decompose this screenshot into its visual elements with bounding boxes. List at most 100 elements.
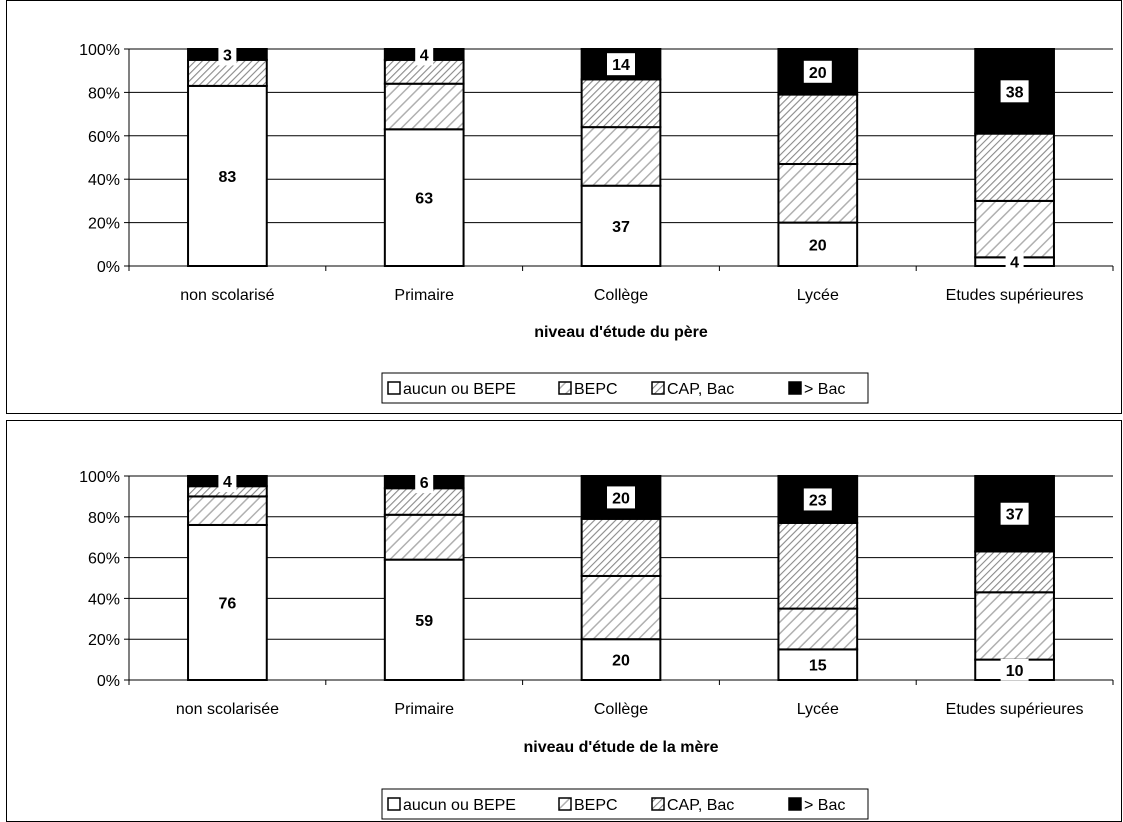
bar-segment-bepc (974, 199, 1055, 259)
y-tick-label: 0% (97, 259, 120, 276)
bar-segment-bepc (383, 82, 465, 131)
legend-swatch-cap-bac (651, 381, 665, 395)
bar-segment-cap-bac (974, 550, 1055, 594)
bar-segment-aucun-ou-bepe (580, 638, 662, 681)
data-label: 63 (415, 191, 433, 208)
bar-segment-bepc (383, 513, 465, 561)
legend-swatch-bepc (558, 797, 572, 811)
chart-panel-father: 0% 20% 40% 60% 80% 100% 83 3 non scolarisé 63 4 Pri… (6, 0, 1122, 414)
legend-label-cap-bac: CAP, Bac (667, 381, 734, 398)
legend-label-sup-bac: > Bac (804, 797, 845, 814)
bar-segment-sup-bac (777, 475, 859, 524)
legend-swatch-cap-bac (651, 797, 665, 811)
data-label-box (218, 470, 237, 493)
legend-swatch-sup-bac (788, 797, 802, 811)
data-label: 83 (219, 169, 237, 186)
bar-segment-bepc (777, 607, 859, 651)
x-category-label: Lycée (797, 701, 839, 718)
bar-segment-bepc (974, 591, 1055, 661)
data-label: 6 (420, 475, 429, 492)
data-label: 23 (809, 492, 827, 509)
bar-segment-bepc (580, 126, 662, 187)
bar-segment-bepc (580, 574, 662, 641)
legend: aucun ou BEPE BEPC CAP, Bac > Bac (381, 788, 869, 820)
y-tick-label: 100% (79, 469, 120, 486)
data-label: 20 (612, 490, 630, 507)
x-axis-title: niveau d'étude de la mère (524, 739, 719, 756)
bar-segment-cap-bac (777, 93, 859, 166)
data-label-box (803, 60, 832, 83)
y-tick-label: 0% (97, 673, 120, 690)
bar-segment-bepc (777, 163, 859, 224)
legend-box (381, 372, 869, 404)
y-tick-label: 80% (88, 85, 120, 102)
data-label: 20 (809, 65, 827, 82)
data-label-box (1000, 80, 1029, 103)
data-label: 14 (612, 57, 630, 74)
x-category-label: Etudes supérieures (946, 287, 1084, 304)
bar-segment-cap-bac (580, 78, 662, 129)
x-category-label: Etudes supérieures (946, 701, 1084, 718)
legend-swatch-sup-bac (788, 381, 802, 395)
legend-box (381, 788, 869, 820)
y-tick-label: 20% (88, 216, 120, 233)
data-label: 38 (1006, 84, 1024, 101)
y-tick-label: 40% (88, 591, 120, 608)
bar-segment-cap-bac (580, 517, 662, 577)
y-tick-label: 80% (88, 510, 120, 527)
data-label-box (213, 164, 242, 187)
data-label-box (1000, 658, 1029, 681)
data-label: 20 (809, 237, 827, 254)
chart-panel-mother: 0% 20% 40% 60% 80% 100% 76 4 non scolarisée 59 6 Pr… (6, 420, 1122, 822)
legend-swatch-aucun-ou-bepe (387, 797, 401, 811)
data-label: 76 (219, 595, 237, 612)
data-label-box (607, 648, 635, 671)
data-label-box (607, 53, 635, 76)
data-label-box (803, 233, 832, 256)
y-tick-label: 20% (88, 632, 120, 649)
x-category-label: Collège (594, 701, 648, 718)
x-category-label: Lycée (797, 287, 839, 304)
y-tick-label: 60% (88, 129, 120, 146)
legend-swatch-bepc (558, 381, 572, 395)
legend-label-bepc: BEPC (574, 381, 618, 398)
chart-father-education: 0% 20% 40% 60% 80% 100% 83 3 non scolarisé 63 4 Pri… (79, 42, 1114, 404)
x-category-label: Collège (594, 287, 648, 304)
legend-label-sup-bac: > Bac (804, 381, 845, 398)
legend-label-bepc: BEPC (574, 797, 618, 814)
data-label: 37 (612, 219, 630, 236)
data-label-box (607, 486, 635, 509)
y-tick-label: 100% (79, 42, 120, 59)
x-category-label: non scolarisé (180, 287, 274, 304)
data-label: 4 (1010, 255, 1019, 272)
data-label-box (410, 608, 439, 631)
x-category-label: Primaire (394, 287, 454, 304)
data-label-box (415, 43, 434, 66)
data-label: 4 (223, 474, 232, 491)
data-label-box (410, 186, 439, 209)
legend-label-aucun-ou-bepe: aucun ou BEPE (403, 797, 516, 814)
data-label: 59 (415, 613, 433, 630)
data-label-box (803, 488, 832, 511)
data-label: 20 (612, 653, 630, 670)
data-label-box (1005, 250, 1024, 273)
data-label: 10 (1006, 663, 1024, 680)
data-label-box (218, 43, 237, 66)
data-label-box (607, 214, 635, 237)
data-label-box (213, 591, 242, 614)
legend-label-aucun-ou-bepe: aucun ou BEPE (403, 381, 516, 398)
data-label: 37 (1006, 507, 1024, 524)
data-label-box (803, 653, 832, 676)
data-label: 3 (223, 47, 232, 64)
legend: aucun ou BEPE BEPC CAP, Bac > Bac (381, 372, 869, 404)
bar-segment-cap-bac (777, 521, 859, 610)
data-label-box (415, 471, 434, 494)
data-label: 15 (809, 658, 827, 675)
data-label: 4 (420, 47, 429, 64)
bar-segment-bepc (187, 495, 268, 526)
x-category-label: non scolarisée (176, 701, 279, 718)
y-tick-label: 40% (88, 172, 120, 189)
bar-segment-cap-bac (974, 132, 1055, 202)
x-category-label: Primaire (394, 701, 454, 718)
legend-swatch-aucun-ou-bepe (387, 381, 401, 395)
